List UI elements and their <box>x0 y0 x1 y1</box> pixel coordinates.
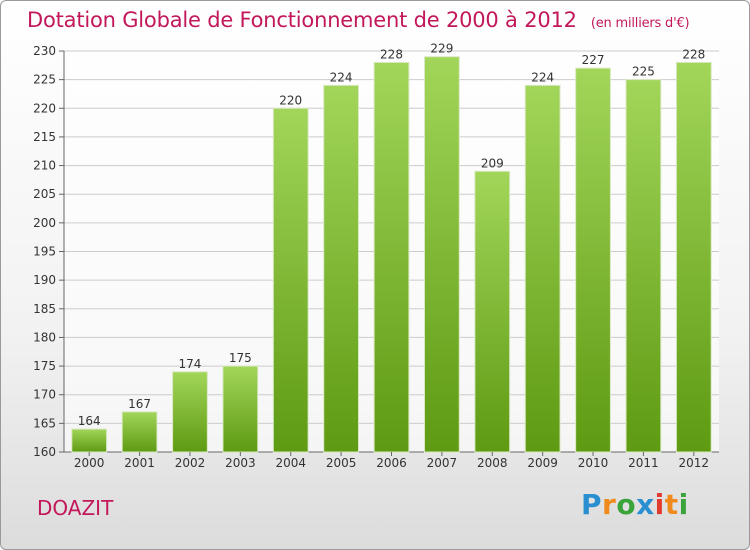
data-label: 228 <box>380 47 403 61</box>
data-label: 209 <box>481 156 504 170</box>
data-label: 174 <box>179 357 202 371</box>
x-tick-label: 2001 <box>124 456 155 470</box>
commune-name: DOAZIT <box>37 496 114 520</box>
bar <box>71 428 108 453</box>
y-tick-label: 210 <box>33 159 56 173</box>
y-tick-label: 165 <box>33 416 56 430</box>
bar <box>675 61 712 453</box>
y-tick-label: 195 <box>33 245 56 259</box>
x-tick-label: 2010 <box>578 456 609 470</box>
data-label: 224 <box>330 70 353 84</box>
data-label: 167 <box>128 397 151 411</box>
proxiti-logo: Proxiti <box>581 488 689 521</box>
y-tick-label: 205 <box>33 187 56 201</box>
bar <box>172 371 208 453</box>
data-label: 164 <box>78 414 101 428</box>
x-tick-label: 2005 <box>326 456 357 470</box>
bar <box>373 61 410 453</box>
y-tick-label: 215 <box>33 130 56 144</box>
data-label: 175 <box>229 351 252 365</box>
y-tick-label: 220 <box>33 101 56 115</box>
data-label: 224 <box>531 70 554 84</box>
data-label: 225 <box>632 65 655 79</box>
data-label: 228 <box>682 47 705 61</box>
bar <box>625 79 662 453</box>
y-tick-label: 160 <box>33 445 56 459</box>
bar <box>524 84 561 453</box>
bar <box>575 67 611 453</box>
bar <box>222 365 259 453</box>
x-tick-label: 2012 <box>679 456 710 470</box>
y-tick-label: 190 <box>33 273 56 287</box>
x-tick-label: 2011 <box>628 456 659 470</box>
x-tick-label: 2000 <box>74 456 105 470</box>
x-tick-label: 2004 <box>275 456 306 470</box>
bar <box>424 56 460 453</box>
y-tick-label: 185 <box>33 302 56 316</box>
bar <box>474 170 511 453</box>
x-tick-label: 2002 <box>175 456 206 470</box>
bar <box>272 107 309 453</box>
y-tick-label: 230 <box>33 44 56 58</box>
data-label: 220 <box>279 93 302 107</box>
data-label: 229 <box>430 42 453 56</box>
bar <box>121 411 158 453</box>
x-tick-label: 2008 <box>477 456 508 470</box>
chart-title: Dotation Globale de Fonctionnement de 20… <box>27 8 690 32</box>
x-tick-label: 2007 <box>427 456 458 470</box>
y-tick-label: 170 <box>33 388 56 402</box>
x-tick-label: 2009 <box>527 456 558 470</box>
y-tick-label: 200 <box>33 216 56 230</box>
x-tick-label: 2003 <box>225 456 256 470</box>
data-label: 227 <box>582 53 605 67</box>
unit-label: (en milliers d'€) <box>590 16 690 31</box>
y-tick-label: 225 <box>33 73 56 87</box>
y-tick-label: 180 <box>33 330 56 344</box>
y-tick-label: 175 <box>33 359 56 373</box>
x-tick-label: 2006 <box>376 456 407 470</box>
bar <box>323 84 359 453</box>
